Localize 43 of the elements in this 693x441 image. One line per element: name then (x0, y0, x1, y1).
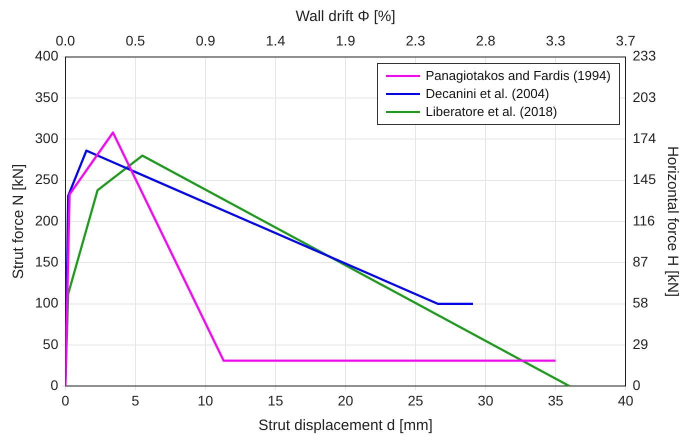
y2-tick-label: 203 (632, 88, 656, 105)
y2-axis-title: Horizontal force H [kN] (664, 146, 681, 297)
x2-tick-label: 0.0 (56, 32, 76, 48)
y-tick-label: 250 (35, 171, 59, 188)
y2-tick-label: 87 (632, 254, 648, 270)
y2-tick-label: 145 (632, 171, 656, 188)
x2-tick-label: 0.9 (196, 32, 216, 48)
legend-label: Panagiotakos and Fardis (1994) (426, 68, 611, 84)
y-tick-label: 200 (35, 212, 59, 228)
y-tick-label: 100 (35, 294, 59, 311)
x-tick-label: 0 (61, 392, 70, 408)
x2-tick-label: 2.8 (476, 32, 496, 48)
y2-tick-label: 29 (632, 336, 648, 352)
x-tick-label: 20 (338, 392, 354, 408)
y-tick-label: 300 (35, 130, 59, 146)
x2-tick-label: 3.7 (616, 32, 636, 48)
x-tick-label: 25 (408, 392, 424, 408)
y2-tick-label: 174 (632, 130, 656, 146)
x-tick-label: 10 (198, 392, 214, 408)
x-axis-title: Strut displacement d [mm] (258, 417, 433, 434)
x-tick-label: 5 (131, 392, 140, 408)
y2-tick-label: 116 (632, 212, 656, 228)
y-tick-label: 0 (50, 377, 59, 394)
legend-label: Decanini et al. (2004) (426, 86, 550, 102)
y2-tick-label: 0 (632, 377, 641, 394)
x2-axis-title: Wall drift Φ [%] (296, 8, 396, 26)
y2-tick-label: 233 (632, 48, 656, 64)
x-tick-label: 15 (268, 392, 284, 408)
x2-tick-label: 1.4 (266, 32, 286, 48)
y-tick-label: 150 (35, 254, 59, 270)
y-axis-title: Strut force N [kN] (10, 164, 28, 280)
y-tick-label: 350 (35, 88, 59, 105)
y-tick-label: 400 (35, 48, 59, 64)
x2-tick-label: 2.3 (406, 32, 426, 48)
x-tick-label: 35 (548, 392, 564, 408)
y2-tick-label: 58 (632, 294, 648, 311)
x-tick-label: 40 (618, 392, 634, 408)
x-tick-label: 30 (478, 392, 494, 408)
x2-tick-label: 3.3 (546, 32, 566, 48)
x2-tick-label: 0.5 (126, 32, 146, 48)
legend-label: Liberatore et al. (2018) (426, 104, 558, 120)
x2-tick-label: 1.9 (336, 32, 356, 48)
y-tick-label: 50 (42, 336, 59, 352)
